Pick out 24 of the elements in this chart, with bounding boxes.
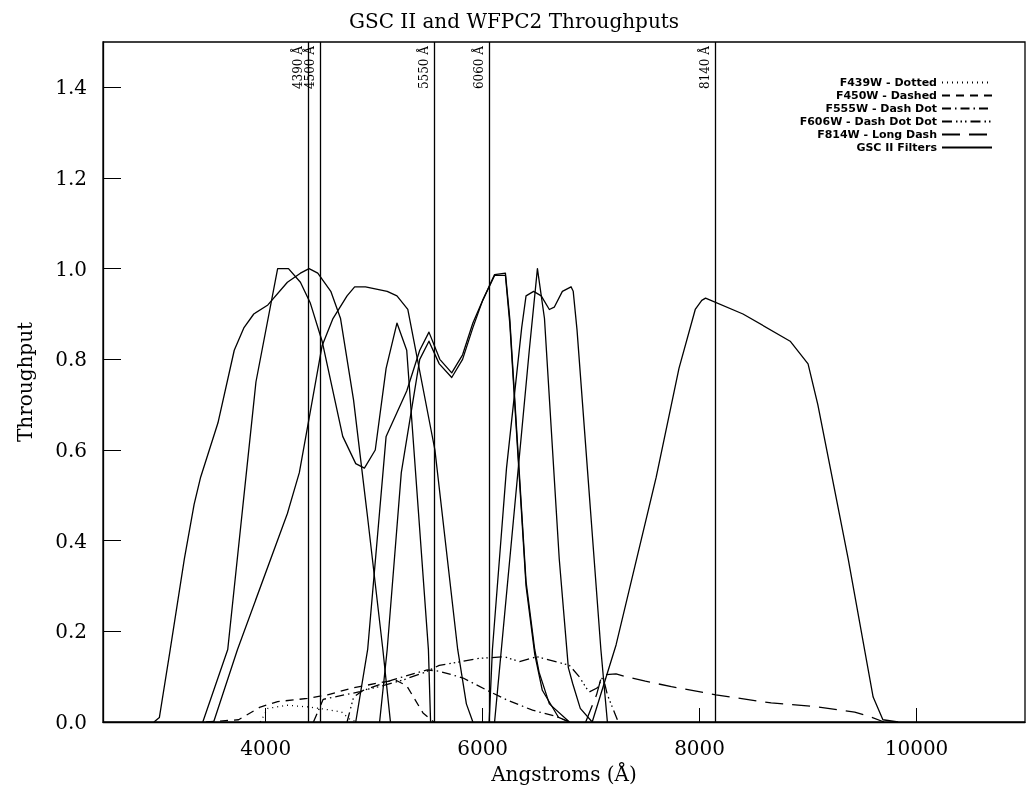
legend-label: F606W - Dash Dot Dot: [799, 115, 937, 128]
y-tick-label: 1.0: [55, 256, 87, 281]
legend-label: F814W - Long Dash: [817, 128, 937, 141]
y-tick-label: 1.2: [55, 166, 87, 190]
ref-line-label: 6060 Å: [471, 45, 487, 90]
x-tick-label: 8000: [674, 736, 726, 760]
ref-line-label: 8140 Å: [696, 45, 712, 90]
legend-label: F450W - Dashed: [835, 89, 937, 102]
y-tick-label: 1.4: [55, 75, 87, 100]
legend-label: F555W - Dash Dot: [825, 102, 937, 115]
ref-line-label: 5550 Å: [415, 45, 431, 90]
x-tick-label: 10000: [884, 736, 949, 760]
y-tick-label: 0.6: [55, 438, 87, 462]
y-tick-label: 0.2: [55, 619, 87, 644]
legend-label: GSC II Filters: [856, 141, 938, 154]
y-axis-title: Throughput: [13, 321, 37, 443]
x-tick-label: 4000: [240, 736, 292, 760]
chart-title: GSC II and WFPC2 Throughputs: [348, 9, 680, 33]
y-tick-label: 0.4: [55, 528, 87, 553]
y-tick-label: 0.8: [55, 347, 87, 372]
y-tick-label: 0.0: [55, 710, 87, 734]
x-tick-label: 6000: [457, 736, 509, 760]
legend-label: F439W - Dotted: [839, 76, 937, 89]
x-axis-title: Angstroms (Å): [490, 761, 637, 786]
